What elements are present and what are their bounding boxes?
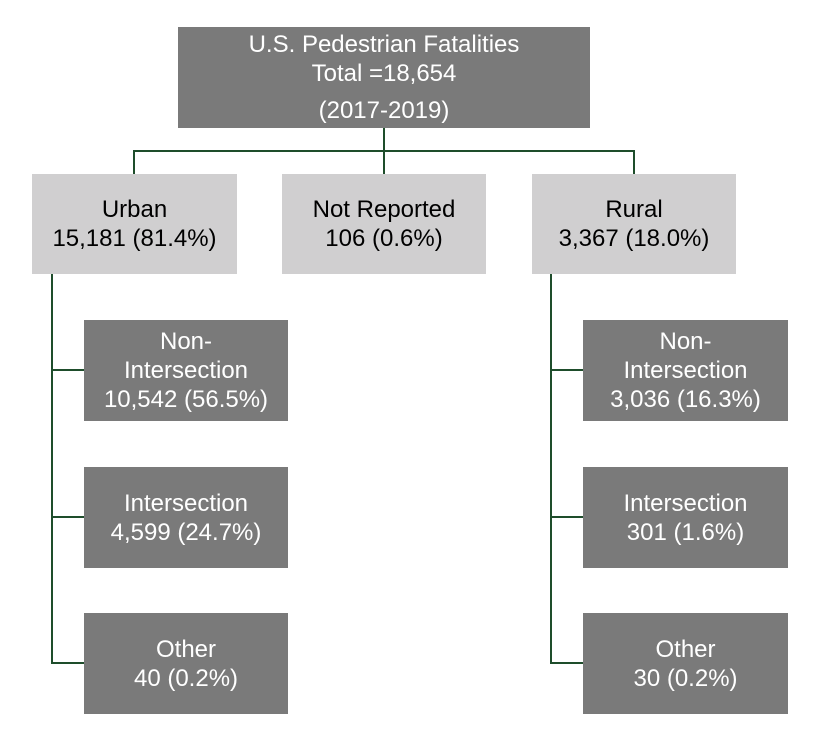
urban-value: 15,181 (81.4%) <box>52 225 217 252</box>
root-title: U.S. Pedestrian Fatalities <box>248 31 520 58</box>
not-reported-value: 106 (0.6%) <box>325 225 443 252</box>
rural-non-intersection-label-1: Non- <box>659 328 712 355</box>
rural-other-node: Other 30 (0.2%) <box>583 613 788 714</box>
urban-non-intersection-node: Non- Intersection 10,542 (56.5%) <box>84 320 288 421</box>
urban-other-label: Other <box>155 635 217 663</box>
urban-other-node: Other 40 (0.2%) <box>84 613 288 714</box>
rural-non-intersection-node: Non- Intersection 3,036 (16.3%) <box>583 320 788 421</box>
urban-non-intersection-label-1: Non- <box>159 328 213 355</box>
rural-intersection-value: 301 (1.6%) <box>626 518 745 546</box>
rural-non-intersection-value: 3,036 (16.3%) <box>610 386 761 413</box>
urban-intersection-node: Intersection 4,599 (24.7%) <box>84 467 288 568</box>
rural-intersection-label: Intersection <box>623 489 748 517</box>
rural-value: 3,367 (18.0%) <box>558 225 710 252</box>
urban-other-value: 40 (0.2%) <box>133 664 239 692</box>
rural-other-value: 30 (0.2%) <box>633 664 738 692</box>
root-period: (2017-2019) <box>318 97 450 124</box>
rural-non-intersection-label-2: Intersection <box>623 357 748 384</box>
not-reported-node: Not Reported 106 (0.6%) <box>282 174 486 274</box>
rural-intersection-node: Intersection 301 (1.6%) <box>583 467 788 568</box>
root-total: Total =18,654 <box>311 60 457 87</box>
rural-other-label: Other <box>655 635 716 663</box>
rural-label: Rural <box>605 196 663 223</box>
urban-label: Urban <box>101 196 168 223</box>
root-node: U.S. Pedestrian Fatalities Total =18,654… <box>178 27 590 128</box>
urban-non-intersection-value: 10,542 (56.5%) <box>103 386 269 413</box>
urban-intersection-label: Intersection <box>123 489 249 517</box>
not-reported-label: Not Reported <box>312 196 456 223</box>
urban-intersection-value: 4,599 (24.7%) <box>110 518 262 546</box>
urban-non-intersection-label-2: Intersection <box>123 357 249 384</box>
rural-node: Rural 3,367 (18.0%) <box>532 174 736 274</box>
urban-node: Urban 15,181 (81.4%) <box>32 174 237 274</box>
